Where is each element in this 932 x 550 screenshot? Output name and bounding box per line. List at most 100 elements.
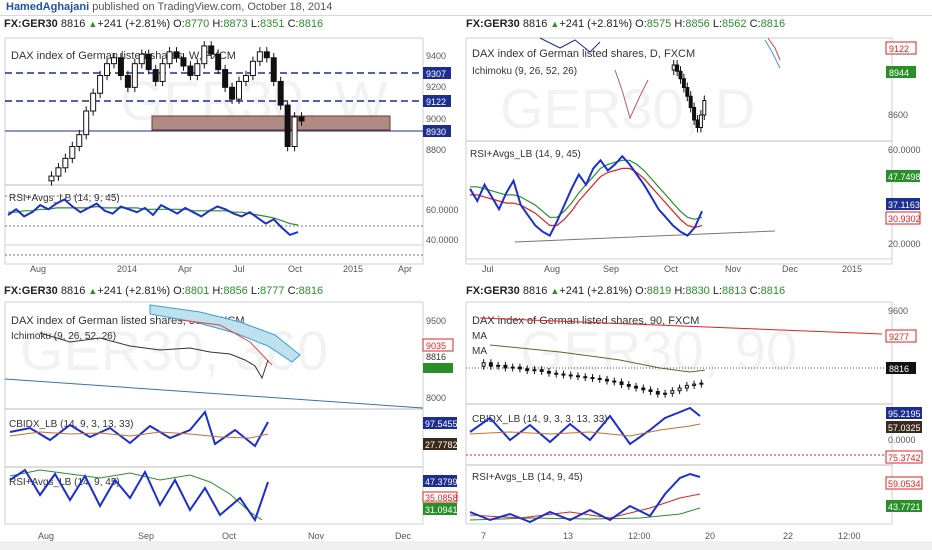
x-tick: Dec [782,264,799,274]
ind-tag [885,450,923,464]
change-text: +241 (+2.81%) [97,18,171,30]
symbol-label[interactable]: FX:GER30 [4,285,58,297]
last-price: 8816 [60,18,86,30]
candle [641,387,646,391]
quote-bar-daily: FX:GER30 8816 ▲+241 (+2.81%) O:8575 H:88… [466,18,786,30]
cbidx-average [469,423,701,437]
price-axis-label: 8800 [426,145,446,155]
price-axis-label: 9400 [426,51,446,61]
ind-tag [422,491,458,503]
candle [277,80,284,106]
price-tag [422,338,454,352]
candle [702,100,707,116]
ichimoku-base-line [179,319,273,366]
rsi-line [7,198,299,237]
symbol-label[interactable]: FX:GER30 [4,18,58,30]
x-tick: Sep [138,531,154,541]
candle [677,387,682,392]
price-axis-label: 9200 [426,82,446,92]
price-fragment [539,37,601,53]
candle [525,368,530,372]
ind-tag [886,198,920,210]
last-price: 8816 [522,18,548,30]
ind-tag-text: 43.7721 [888,502,921,512]
symbol-label[interactable]: FX:GER30 [466,285,520,297]
candle [215,53,222,71]
ind-axis-label: 0.0000 [888,435,916,445]
price-tag [886,66,916,78]
x-tick: Aug [544,264,560,274]
price-axis-label: 9500 [426,316,446,326]
last-price: 8816 [522,285,548,297]
bottom-strip [0,541,932,550]
candle [97,75,104,94]
candle [481,362,486,367]
top-divider [0,15,932,16]
ind-axis-label: 60.0000 [888,145,921,155]
candle [48,175,55,182]
candle [69,146,76,159]
last-price: 8816 [60,285,86,297]
close-value: 8816 [298,285,324,297]
price-tag [423,67,451,79]
x-tick: 12:00 [838,531,861,541]
candle [291,116,298,147]
x-tick: Apr [178,264,192,274]
rsi-line [469,472,701,524]
close-value: 8816 [298,18,324,30]
price-candles [671,60,707,133]
price-tag [423,363,453,373]
price-tag-text: 8930 [426,127,446,137]
x-tick: Dec [395,531,412,541]
symbol-label[interactable]: FX:GER30 [466,18,520,30]
candle [554,372,559,375]
up-arrow-icon: ▲ [88,19,98,29]
candle [583,376,588,379]
long-trendline [4,378,424,409]
candle [298,116,305,122]
x-tick: Aug [38,531,54,541]
candle [684,384,689,389]
candle [187,65,194,76]
open-value: 8575 [646,18,672,30]
resistance-zone [151,115,391,131]
candle [619,381,624,386]
candle [110,57,117,65]
author-link[interactable]: HamedAghajani [6,1,90,13]
ind-tag [886,500,922,512]
x-tick: Jul [482,264,494,274]
candle [208,45,215,55]
price-axis-label: 8600 [888,110,908,120]
price-candles [481,359,704,398]
price-line [39,332,269,380]
candle [124,75,131,88]
panel-frame [4,37,424,265]
ind-tag-text: 31.0941 [425,505,458,515]
ichimoku-cloud-edge [764,39,781,69]
ichimoku-lagging-span [614,69,649,120]
candle [242,75,249,82]
rsi-support-trendline [514,230,776,243]
x-tick: 2014 [117,264,137,274]
candle [249,60,256,76]
ind-tag-text: 97.5455 [425,419,458,429]
x-tick: Oct [222,531,237,541]
ind-tag-text: 75.3742 [888,453,921,463]
quote-bar-360: FX:GER30 8816 ▲+241 (+2.81%) O:8801 H:88… [4,285,324,297]
open-value: 8801 [184,285,210,297]
high-value: 8856 [223,285,248,297]
indicator-label: RSI+Avgs_LB (14, 9, 45) [9,477,120,488]
candle [236,80,243,100]
candle [104,63,111,77]
candle [663,392,668,395]
publisher-bar: HamedAghajani published on TradingView.c… [0,0,932,14]
high-value: 8830 [685,285,710,297]
ichimoku-cloud [149,304,301,363]
candle [561,373,566,376]
cbidx-average [9,431,269,439]
candle [699,382,704,385]
